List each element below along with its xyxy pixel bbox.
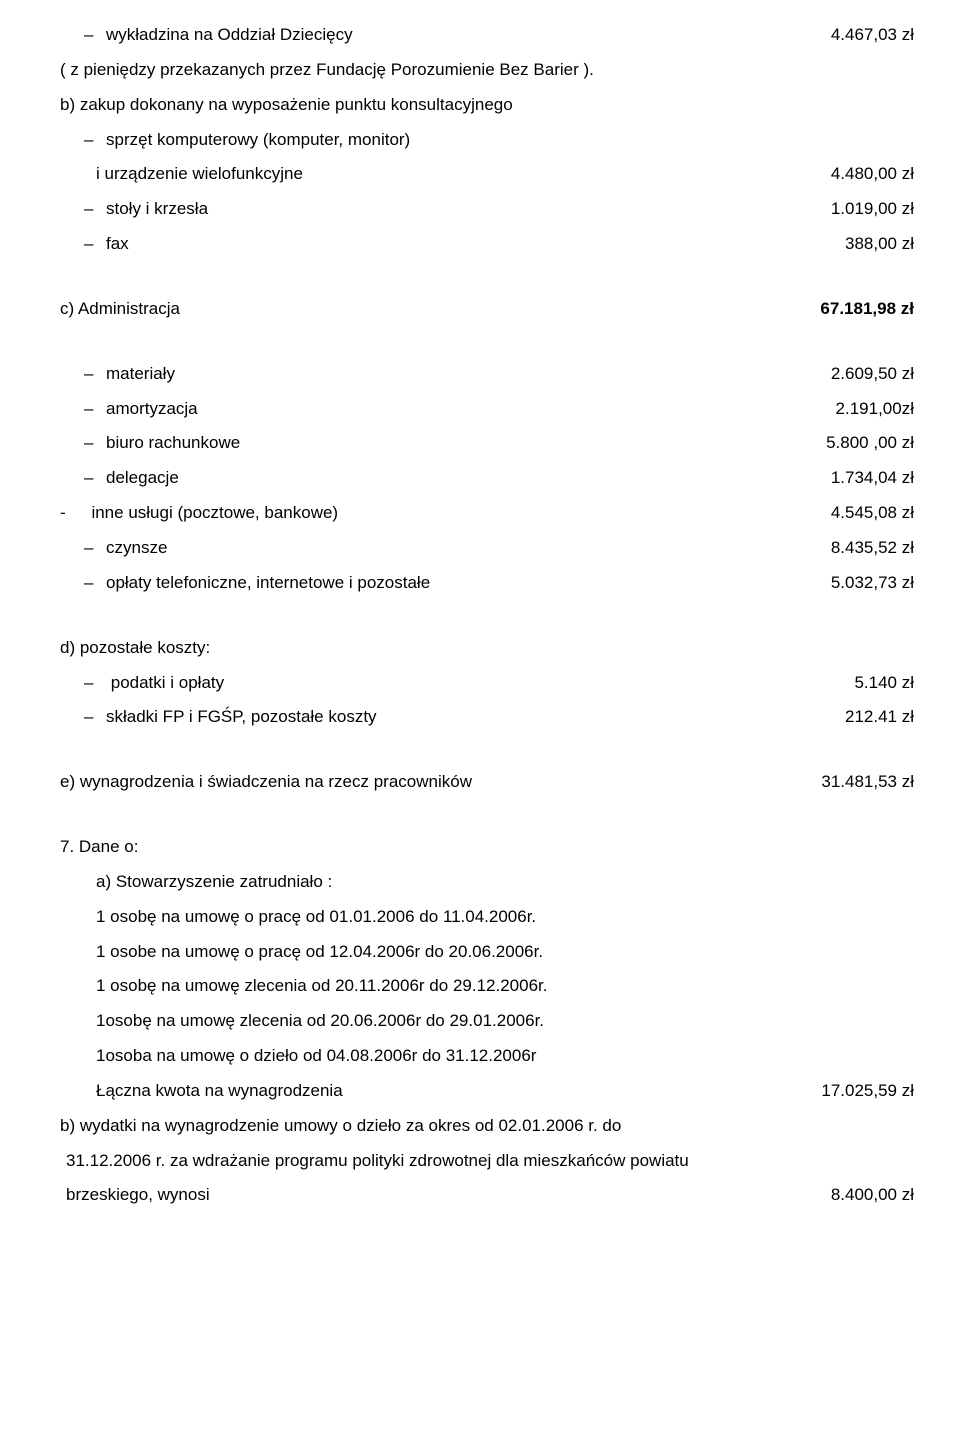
text: delegacje (106, 468, 179, 487)
line-osoba-1: 1 osobę na umowę o pracę od 01.01.2006 d… (60, 900, 914, 935)
text: fax (106, 234, 129, 253)
value: 31.481,53 zł (801, 765, 914, 800)
line-b-wydatki: b) wydatki na wynagrodzenie umowy o dzie… (60, 1109, 914, 1144)
line-laczna-kwota: Łączna kwota na wynagrodzenia 17.025,59 … (60, 1074, 914, 1109)
dash-icon: – (84, 566, 106, 601)
dash-icon: – (84, 426, 106, 461)
line-osoba-3: 1 osobę na umowę zlecenia od 20.11.2006r… (60, 969, 914, 1004)
dash-icon: – (84, 227, 106, 262)
value: 67.181,98 zł (800, 292, 914, 327)
line-brzeskiego: brzeskiego, wynosi 8.400,00 zł (60, 1178, 914, 1213)
value: 388,00 zł (825, 227, 914, 262)
dash-icon: – (84, 461, 106, 496)
value: 5.140 zł (834, 666, 914, 701)
document-page: –wykładzina na Oddział Dziecięcy 4.467,0… (0, 0, 960, 1450)
value: 4.545,08 zł (811, 496, 914, 531)
line-stoly: –stoły i krzesła 1.019,00 zł (60, 192, 914, 227)
line-delegacje: –delegacje 1.734,04 zł (60, 461, 914, 496)
value: 2.191,00zł (816, 392, 914, 427)
dash-icon: – (84, 18, 106, 53)
line-7-dane: 7. Dane o: (60, 830, 914, 865)
text: c) Administracja (60, 299, 180, 318)
text: wykładzina na Oddział Dziecięcy (106, 25, 353, 44)
value: 4.467,03 zł (811, 18, 914, 53)
dash-icon: – (84, 700, 106, 735)
text: opłaty telefoniczne, internetowe i pozos… (106, 573, 430, 592)
line-biuro: –biuro rachunkowe 5.800 ,00 zł (60, 426, 914, 461)
line-b-header: b) zakup dokonany na wyposażenie punktu … (60, 88, 914, 123)
line-sprzet: –sprzęt komputerowy (komputer, monitor) (60, 123, 914, 158)
line-fax: –fax 388,00 zł (60, 227, 914, 262)
text: składki FP i FGŚP, pozostałe koszty (106, 707, 377, 726)
text: materiały (106, 364, 175, 383)
dash-icon: – (84, 392, 106, 427)
value: 212.41 zł (825, 700, 914, 735)
line-osoba-4: 1osobę na umowę zlecenia od 20.06.2006r … (60, 1004, 914, 1039)
line-osoba-2: 1 osobe na umowę o pracę od 12.04.2006r … (60, 935, 914, 970)
dash-icon: – (84, 531, 106, 566)
value: 2.609,50 zł (811, 357, 914, 392)
line-podatki: – podatki i opłaty 5.140 zł (60, 666, 914, 701)
line-31-12: 31.12.2006 r. za wdrażanie programu poli… (60, 1144, 914, 1179)
line-skladki: –składki FP i FGŚP, pozostałe koszty 212… (60, 700, 914, 735)
value: 1.019,00 zł (811, 192, 914, 227)
value: 4.480,00 zł (811, 157, 914, 192)
text: e) wynagrodzenia i świadczenia na rzecz … (60, 772, 472, 791)
line-urzadzenie: i urządzenie wielofunkcyjne 4.480,00 zł (60, 157, 914, 192)
dash-icon: – (84, 666, 106, 701)
value: 5.800 ,00 zł (806, 426, 914, 461)
line-materialy: –materiały 2.609,50 zł (60, 357, 914, 392)
line-osoba-5: 1osoba na umowę o dzieło od 04.08.2006r … (60, 1039, 914, 1074)
text: sprzęt komputerowy (komputer, monitor) (106, 130, 410, 149)
line-oplaty-tel: –opłaty telefoniczne, internetowe i pozo… (60, 566, 914, 601)
line-c-admin: c) Administracja 67.181,98 zł (60, 292, 914, 327)
line-a-stowarzyszenie: a) Stowarzyszenie zatrudniało : (60, 865, 914, 900)
value: 17.025,59 zł (801, 1074, 914, 1109)
text: podatki i opłaty (111, 673, 224, 692)
line-wykladzina: –wykładzina na Oddział Dziecięcy 4.467,0… (60, 18, 914, 53)
text: brzeskiego, wynosi (66, 1185, 210, 1204)
text: i urządzenie wielofunkcyjne (96, 164, 303, 183)
text: biuro rachunkowe (106, 433, 240, 452)
line-e-wynagrodzenia: e) wynagrodzenia i świadczenia na rzecz … (60, 765, 914, 800)
dash-icon: – (84, 192, 106, 227)
line-d-header: d) pozostałe koszty: (60, 631, 914, 666)
value: 8.435,52 zł (811, 531, 914, 566)
line-amortyzacja: –amortyzacja 2.191,00zł (60, 392, 914, 427)
value: 1.734,04 zł (811, 461, 914, 496)
text: inne usługi (pocztowe, bankowe) (91, 503, 338, 522)
text: czynsze (106, 538, 167, 557)
line-parenthetical: ( z pieniędzy przekazanych przez Fundacj… (60, 53, 914, 88)
line-czynsze: –czynsze 8.435,52 zł (60, 531, 914, 566)
value: 8.400,00 zł (811, 1178, 914, 1213)
text: Łączna kwota na wynagrodzenia (96, 1081, 343, 1100)
hyphen-icon: - (60, 496, 82, 531)
value: 5.032,73 zł (811, 566, 914, 601)
text: stoły i krzesła (106, 199, 208, 218)
line-inne-uslugi: - inne usługi (pocztowe, bankowe) 4.545,… (60, 496, 914, 531)
dash-icon: – (84, 123, 106, 158)
dash-icon: – (84, 357, 106, 392)
text: amortyzacja (106, 399, 198, 418)
